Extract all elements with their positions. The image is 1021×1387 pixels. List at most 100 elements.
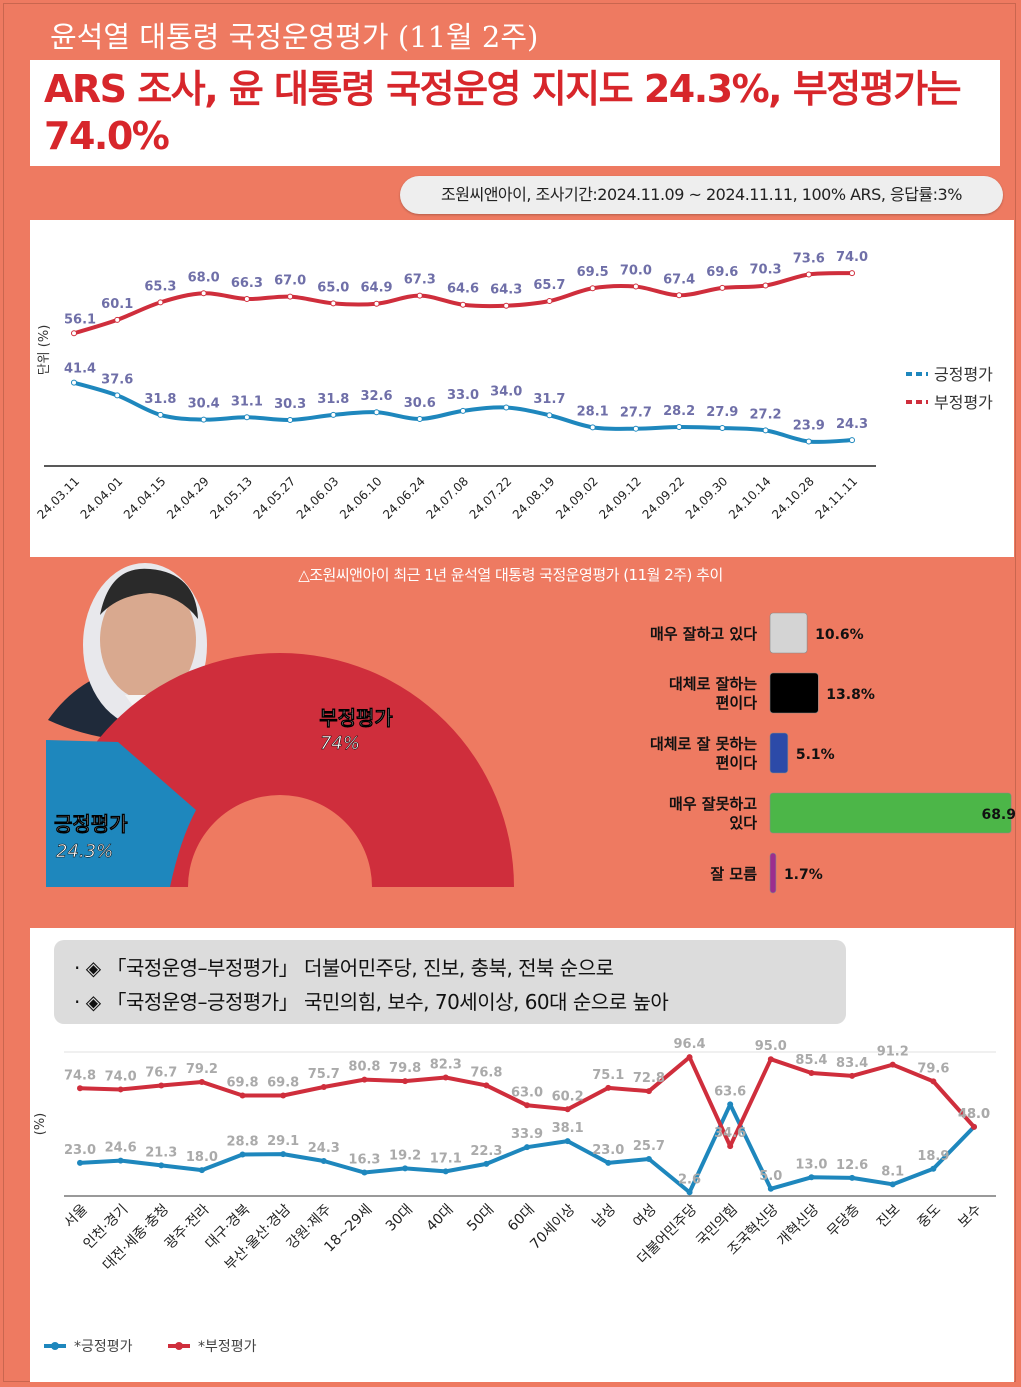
data-point: [805, 438, 812, 445]
data-point: [460, 407, 466, 414]
data-label: 31.7: [533, 392, 565, 407]
data-label: 48.0: [958, 1107, 990, 1122]
data-point: [719, 425, 726, 432]
data-point: [676, 292, 683, 299]
bar-category-label: 대체로 잘하는: [669, 675, 757, 693]
data-label: 32.6: [361, 389, 393, 404]
data-label: 2.6: [678, 1172, 701, 1187]
data-label: 76.8: [470, 1065, 502, 1080]
x-tick-label: 24.06.24: [380, 474, 428, 522]
x-tick-label: 무당층: [824, 1201, 863, 1240]
data-label: 23.0: [64, 1143, 96, 1158]
x-tick-label: 60대: [505, 1202, 538, 1235]
data-point: [442, 1074, 449, 1081]
data-label: 19.2: [389, 1148, 421, 1163]
y-axis-label: (%): [33, 1113, 48, 1136]
data-label: 30.3: [274, 397, 306, 412]
x-tick-label: 서울: [61, 1201, 91, 1231]
data-point: [243, 295, 250, 302]
x-tick-label: 24.09.02: [553, 474, 601, 522]
bar-category-label: 대체로 잘 못하는: [650, 735, 757, 753]
data-point: [243, 414, 250, 421]
data-point: [483, 1082, 490, 1089]
x-tick-label: 24.09.30: [683, 474, 731, 522]
x-tick-label: 24.06.03: [294, 474, 342, 522]
data-label: 75.7: [308, 1067, 340, 1082]
data-label: 83.4: [836, 1056, 868, 1071]
data-label: 65.0: [317, 280, 349, 295]
data-label: 25.7: [633, 1139, 665, 1154]
data-point: [849, 1174, 856, 1181]
data-point: [373, 409, 380, 416]
data-point: [727, 1143, 734, 1150]
data-point: [546, 298, 553, 305]
data-point: [71, 330, 77, 337]
data-label: 64.3: [490, 283, 522, 298]
data-point: [239, 1092, 246, 1099]
bar-category-label: 매우 잘못하고: [669, 795, 757, 813]
data-point: [416, 292, 423, 299]
bar-value-label: 68.9: [981, 807, 1016, 823]
x-tick-label: 24.03.11: [34, 474, 82, 522]
data-point: [686, 1189, 693, 1196]
data-point: [589, 424, 596, 431]
data-point: [71, 379, 77, 386]
data-label: 80.8: [348, 1060, 380, 1075]
headline-box: ARS 조사, 윤 대통령 국정운영 지지도 24.3%, 부정평가는 74.0…: [30, 60, 1000, 166]
data-label: 30.6: [404, 396, 436, 411]
data-label: 16.3: [348, 1153, 380, 1168]
data-point: [320, 1083, 327, 1090]
data-point: [287, 416, 294, 423]
data-label: 91.2: [877, 1045, 909, 1060]
data-label: 79.8: [389, 1061, 421, 1076]
data-point: [198, 1167, 205, 1174]
data-label: 38.1: [552, 1121, 584, 1136]
portrait-face: [100, 580, 196, 700]
data-point: [361, 1076, 368, 1083]
summary-line-positive: · ◈ 「국정운영–긍정평가」 국민의힘, 보수, 70세이상, 60대 순으로…: [74, 990, 669, 1014]
x-tick-label: 남성: [590, 1202, 620, 1232]
data-point: [849, 270, 855, 277]
data-point: [889, 1181, 896, 1188]
data-point: [889, 1061, 896, 1068]
data-label: 69.5: [577, 265, 609, 280]
x-tick-label: 24.07.08: [423, 474, 471, 522]
data-point: [762, 427, 769, 434]
bar: [769, 732, 789, 774]
data-point: [442, 1168, 449, 1175]
x-tick-label: 24.04.01: [78, 474, 126, 522]
data-label: 24.3: [836, 417, 868, 432]
data-label: 56.1: [64, 312, 96, 327]
trend-chart: 단위 (%) 41.4 37.6 31.8 30.4 31.1 30.3 31.8 32.6 30…: [34, 250, 993, 522]
top-title: 윤석열 대통령 국정운영평가 (11월 2주): [50, 20, 539, 54]
data-point: [589, 285, 596, 292]
data-label: 24.3: [308, 1141, 340, 1156]
x-tick-label: 70세이상: [527, 1201, 578, 1252]
data-label: 85.4: [795, 1053, 827, 1068]
x-tick-label: 50대: [464, 1202, 497, 1235]
data-label: 60.1: [101, 297, 133, 312]
x-tick-label: 24.06.10: [337, 474, 385, 522]
data-point: [762, 282, 769, 289]
data-point: [605, 1159, 612, 1166]
data-point: [564, 1138, 571, 1145]
data-label: 68.0: [188, 270, 220, 285]
data-point: [361, 1169, 368, 1176]
data-point: [77, 1085, 83, 1092]
data-point: [808, 1070, 815, 1077]
data-point: [239, 1151, 246, 1158]
bar-category-label: 매우 잘하고 있다: [650, 625, 757, 643]
data-point: [849, 437, 855, 444]
data-point: [632, 425, 639, 432]
data-label: 21.3: [145, 1145, 177, 1160]
data-point: [727, 1101, 734, 1108]
data-point: [157, 299, 164, 306]
data-point: [158, 1162, 165, 1169]
legend-label: *부정평가: [198, 1339, 257, 1355]
data-label: 12.6: [836, 1158, 868, 1173]
headline: ARS 조사, 윤 대통령 국정운영 지지도 24.3%, 부정평가는 74.0…: [44, 67, 962, 158]
x-tick-label: 24.10.28: [769, 474, 817, 522]
data-label: 69.6: [706, 265, 738, 280]
data-point: [645, 1155, 652, 1162]
data-label: 74.0: [105, 1069, 137, 1084]
